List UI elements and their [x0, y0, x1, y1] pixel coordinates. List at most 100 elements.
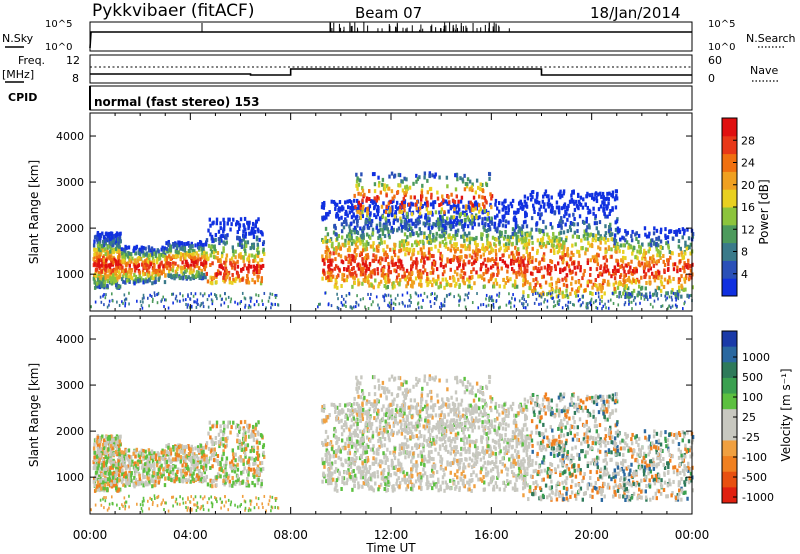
power-point	[122, 301, 124, 305]
power-point	[546, 299, 549, 303]
power-point	[432, 260, 436, 265]
power-point	[517, 247, 520, 252]
power-point	[387, 273, 390, 278]
power-point	[321, 202, 324, 207]
power-point	[646, 298, 649, 302]
power-point	[357, 200, 361, 205]
power-point	[573, 216, 576, 221]
power-point	[322, 215, 326, 220]
power-point	[517, 251, 521, 256]
power-point	[616, 217, 619, 222]
power-point	[592, 233, 595, 238]
power-point	[666, 235, 670, 240]
power-point	[426, 272, 429, 277]
power-point	[441, 239, 445, 244]
power-point	[552, 296, 555, 300]
power-point	[217, 237, 221, 242]
power-point	[376, 267, 379, 272]
power-point	[504, 263, 508, 268]
power-point	[653, 226, 656, 231]
colorbar-swatch	[722, 118, 737, 137]
power-point	[541, 290, 545, 295]
power-point	[163, 246, 167, 251]
power-point	[158, 254, 161, 259]
power-point	[594, 277, 597, 282]
power-point	[274, 302, 277, 306]
power-point	[461, 223, 464, 228]
power-point	[223, 301, 226, 305]
power-point	[124, 268, 127, 273]
power-point	[194, 273, 198, 278]
power-point	[577, 260, 580, 265]
power-point	[682, 307, 684, 311]
power-point	[368, 197, 371, 202]
power-point	[238, 222, 241, 227]
power-point	[607, 299, 610, 303]
power-point	[331, 274, 335, 279]
power-point	[601, 299, 603, 303]
power-point	[603, 212, 606, 217]
power-point	[420, 255, 424, 260]
power-point	[391, 207, 394, 212]
power-point	[687, 262, 690, 267]
velocity-point	[118, 439, 121, 444]
power-point	[601, 200, 604, 205]
power-point	[483, 257, 486, 262]
power-point	[524, 219, 527, 224]
power-point	[244, 303, 247, 307]
power-point	[350, 241, 354, 246]
power-point	[563, 205, 566, 210]
power-point	[687, 295, 690, 299]
power-point	[437, 248, 440, 253]
power-point	[93, 279, 96, 284]
power-point	[227, 272, 230, 277]
power-point	[428, 240, 431, 245]
power-point	[179, 299, 181, 303]
power-point	[247, 263, 251, 268]
power-point	[355, 239, 359, 244]
power-point	[463, 238, 466, 243]
power-point	[390, 225, 394, 230]
power-point	[606, 196, 609, 201]
nsky-tick-top: 10^5	[45, 19, 72, 30]
power-point	[492, 284, 496, 289]
power-point	[568, 213, 571, 218]
power-point	[660, 305, 662, 309]
power-point	[443, 304, 446, 308]
power-point	[552, 231, 555, 236]
power-point	[649, 266, 653, 271]
power-point	[531, 246, 534, 251]
power-point	[126, 254, 130, 259]
power-point	[538, 241, 542, 246]
power-point	[154, 250, 158, 255]
power-point	[165, 298, 167, 302]
power-point	[255, 269, 259, 274]
power-point	[372, 300, 374, 304]
power-point	[350, 221, 353, 226]
power-point	[664, 227, 667, 232]
power-point	[457, 199, 460, 204]
power-point	[466, 224, 470, 229]
power-point	[323, 257, 326, 262]
power-point	[592, 235, 595, 240]
power-point	[574, 271, 578, 276]
power-point	[207, 305, 210, 309]
power-point	[482, 225, 485, 230]
power-point	[151, 251, 154, 256]
power-point	[527, 258, 530, 263]
power-point	[671, 298, 673, 302]
power-point	[594, 192, 597, 197]
power-point	[503, 248, 506, 253]
freq-unit: [MHz]	[2, 68, 34, 81]
power-point	[690, 293, 692, 297]
power-point	[398, 240, 402, 245]
power-point	[127, 277, 131, 282]
power-point	[496, 206, 499, 211]
power-point	[171, 262, 174, 267]
power-point	[652, 263, 656, 268]
power-point	[573, 230, 577, 235]
power-point	[468, 253, 472, 258]
power-point	[419, 202, 423, 207]
power-point	[410, 267, 413, 272]
power-point	[153, 259, 156, 264]
